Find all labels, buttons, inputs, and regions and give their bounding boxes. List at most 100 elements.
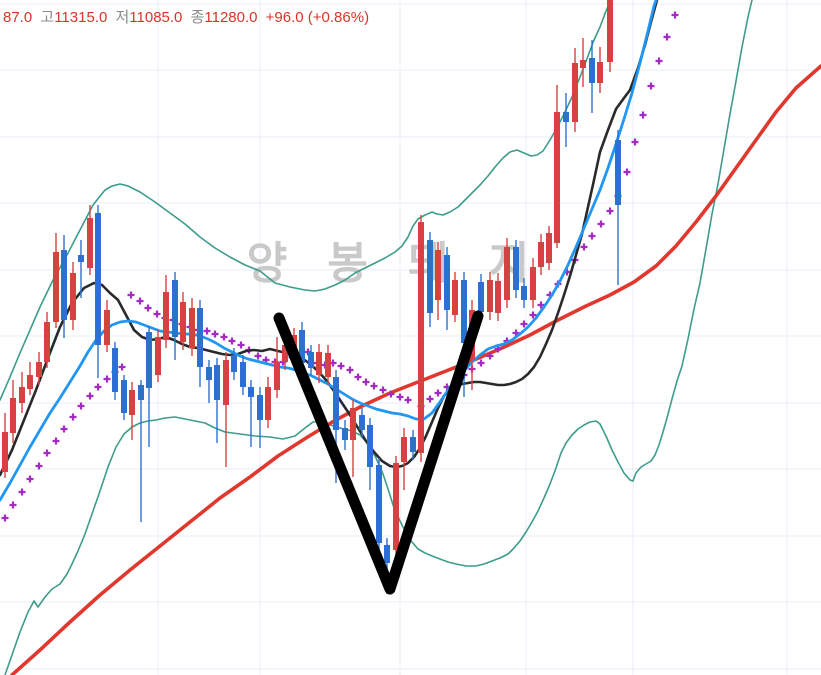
psar-plus-icon — [387, 390, 395, 398]
v-shape-stroke — [273, 310, 484, 595]
candle-body — [189, 308, 195, 348]
candle-body — [70, 273, 76, 320]
up-candle — [504, 238, 510, 308]
candle-body — [563, 112, 569, 122]
candle-body — [138, 385, 144, 400]
psar-plus-icon — [486, 352, 494, 360]
psar-plus-icon — [43, 449, 51, 457]
candle-body — [121, 380, 127, 413]
psar-plus-icon — [477, 359, 485, 367]
candle-body — [384, 545, 390, 563]
candle-body — [444, 255, 450, 310]
candle-body — [95, 213, 101, 345]
up-candle — [530, 258, 536, 308]
up-candle — [27, 362, 33, 395]
low-label: 저 — [115, 9, 130, 26]
candle-body — [333, 377, 339, 430]
psar-plus-icon — [127, 291, 135, 299]
high-label: 고 — [40, 9, 55, 26]
candle-body — [530, 267, 536, 300]
candle-body — [589, 58, 595, 83]
candle-body — [504, 247, 510, 300]
candle-body — [248, 387, 254, 397]
candle-body — [146, 332, 152, 388]
up-candle — [607, 0, 613, 72]
down-candle — [359, 408, 365, 438]
psar-plus-icon — [663, 33, 671, 41]
candle-body — [410, 437, 416, 452]
down-candle — [206, 360, 212, 403]
candle-body — [487, 280, 493, 312]
candle-body — [44, 322, 50, 362]
up-candle — [597, 47, 603, 93]
psar-plus-icon — [370, 382, 378, 390]
up-candle — [163, 275, 169, 348]
down-candle — [427, 232, 433, 327]
candle-body — [19, 387, 25, 403]
down-candle — [563, 93, 569, 147]
candle-body — [265, 387, 271, 420]
down-candle — [231, 348, 237, 380]
psar-plus-icon — [118, 363, 126, 371]
up-candle — [36, 352, 42, 385]
up-candle — [223, 352, 229, 467]
psar-plus-icon — [52, 437, 60, 445]
candle-body — [231, 355, 237, 372]
change-value: +96.0 (+0.86%) — [265, 9, 370, 26]
candle-body — [580, 60, 586, 68]
candle-body — [538, 242, 544, 267]
psar-plus-icon — [18, 488, 26, 496]
down-candle — [615, 130, 621, 285]
candle-body — [393, 463, 399, 550]
up-candle — [435, 242, 441, 320]
psar-plus-icon — [228, 337, 236, 345]
down-candle — [121, 375, 127, 420]
candle-body — [223, 360, 229, 405]
bollinger-lower-line — [4, 0, 753, 675]
candle-body — [316, 352, 322, 375]
up-candle — [44, 312, 50, 368]
down-candle — [513, 240, 519, 298]
ohlc-summary: 87.0 고11315.0 저11085.0 종11280.0 +96.0 (+… — [3, 6, 373, 27]
candle-body — [513, 247, 519, 290]
psar-plus-icon — [103, 375, 111, 383]
candle-body — [478, 282, 484, 312]
up-candle — [580, 38, 586, 87]
psar-plus-icon — [220, 333, 228, 341]
up-candle — [325, 345, 331, 385]
psar-plus-icon — [655, 57, 663, 65]
down-candle — [342, 420, 348, 450]
candle-body — [376, 465, 382, 543]
psar-plus-icon — [69, 413, 77, 421]
candle-body — [240, 362, 246, 387]
psar-plus-icon — [203, 327, 211, 335]
down-candle — [78, 240, 84, 298]
up-candle — [401, 428, 407, 490]
psar-plus-icon — [153, 310, 161, 318]
bollinger-upper-line — [0, 0, 612, 401]
psar-plus-icon — [529, 311, 537, 319]
psar-plus-icon — [9, 501, 17, 509]
candle-body — [308, 352, 314, 368]
up-candle — [104, 300, 110, 352]
candle-body — [299, 330, 305, 363]
psar-plus-icon — [379, 386, 387, 394]
up-candle — [393, 456, 399, 558]
psar-plus-icon — [337, 362, 345, 370]
psar-plus-icon — [77, 402, 85, 410]
up-candle — [180, 292, 186, 350]
down-candle — [138, 380, 144, 522]
fast-ma — [0, 0, 658, 502]
psar-plus-icon — [396, 393, 404, 401]
psar-plus-icon — [434, 389, 442, 397]
candle-body — [180, 302, 186, 342]
up-candle — [265, 377, 271, 428]
candle-body — [172, 280, 178, 337]
close-value: 11280.0 — [204, 9, 258, 26]
candle-body — [2, 432, 8, 472]
up-candle — [487, 272, 493, 320]
psar-plus-icon — [631, 138, 639, 146]
psar-plus-icon — [86, 392, 94, 400]
bollinger-bands — [0, 0, 753, 675]
